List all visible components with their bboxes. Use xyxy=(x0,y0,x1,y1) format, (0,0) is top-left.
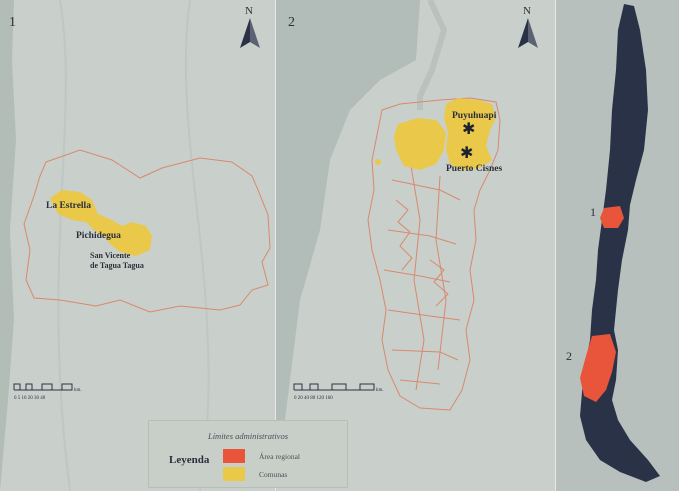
communes-area-2a xyxy=(444,98,496,170)
north-arrow-icon xyxy=(240,18,260,48)
scale-unit-2: km. xyxy=(376,388,384,393)
chile-label-1: 1 xyxy=(590,205,596,219)
commune-island xyxy=(375,159,381,165)
divider-2 xyxy=(555,0,556,491)
scale-ticks-2: 0 20 40 80 120 160 xyxy=(294,396,333,401)
label-san-vicente-1: San Vicente xyxy=(90,251,131,260)
north-arrow-icon xyxy=(518,18,538,48)
region-boundary-2 xyxy=(367,97,501,411)
legend-title: Límites administrativos xyxy=(207,431,289,441)
asterisk-icon: ✱ xyxy=(462,119,475,138)
chile-label-2: 2 xyxy=(566,349,572,363)
legend-item-region: Área regional xyxy=(223,449,300,463)
legend-heading: Leyenda xyxy=(169,454,210,466)
legend-item-label: Área regional xyxy=(259,451,301,461)
north-label-1: N xyxy=(245,5,253,17)
region-swatch xyxy=(223,449,245,463)
scale-ticks-1: 0 5 10 20 30 40 xyxy=(14,396,46,401)
panel-number-1: 1 xyxy=(9,15,16,30)
scale-bar-2 xyxy=(293,383,375,391)
region-boundary-1 xyxy=(23,149,271,313)
label-puyuhuapi: Puyuhuapi xyxy=(452,111,497,121)
label-la-estrella: La Estrella xyxy=(46,201,91,211)
label-san-vicente-2: de Tagua Tagua xyxy=(90,261,144,270)
communes-area-2b xyxy=(394,118,446,170)
north-label-2: N xyxy=(523,5,531,17)
scale-bar-1 xyxy=(13,383,73,391)
communes-area-1 xyxy=(50,190,152,256)
divider-1 xyxy=(275,0,276,491)
panel-2-sea xyxy=(276,0,420,491)
legend: Límites administrativos Leyenda Área reg… xyxy=(148,420,348,488)
legend-item-communes: Comunas xyxy=(223,467,287,481)
panel-2-terrain xyxy=(417,0,448,110)
chile-region-2 xyxy=(580,334,616,402)
scale-unit-1: km. xyxy=(74,388,82,393)
label-puerto-cisnes: Puerto Cisnes xyxy=(446,164,503,174)
panel-number-2: 2 xyxy=(288,15,295,30)
legend-item-label: Comunas xyxy=(259,469,288,479)
asterisk-icon: ✱ xyxy=(460,143,473,162)
panel-1-sea xyxy=(0,0,16,491)
commune-swatch xyxy=(223,467,245,481)
chile-region-1 xyxy=(600,206,624,228)
label-pichidegua: Pichidegua xyxy=(76,231,121,241)
